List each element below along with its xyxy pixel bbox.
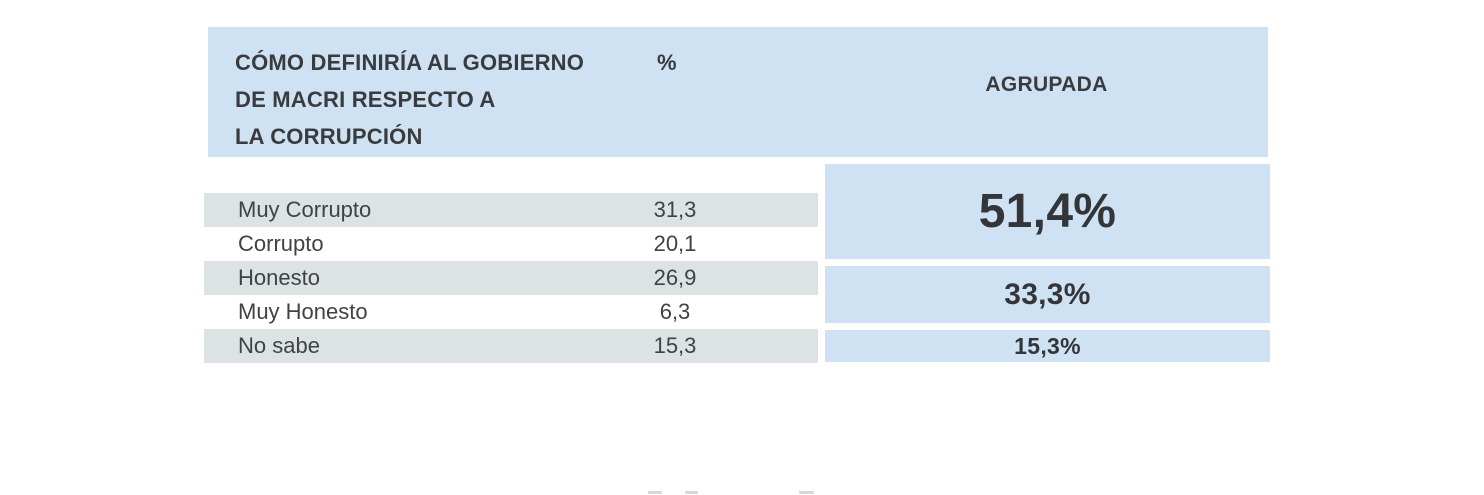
row-value: 6,3 — [659, 299, 691, 324]
cropped-caption-remnant — [648, 491, 662, 494]
table-row: Muy Honesto 6,3 — [204, 295, 818, 329]
table-header-band: CÓMO DEFINIRÍA AL GOBIERNO DE MACRI RESP… — [208, 27, 1268, 157]
cropped-caption-remnant — [685, 491, 698, 494]
row-label: Honesto — [238, 265, 320, 290]
question-line-2: DE MACRI RESPECTO A — [235, 87, 496, 112]
question-line-1: CÓMO DEFINIRÍA AL GOBIERNO — [235, 50, 585, 75]
grouped-value-corrupt: 51,4% — [825, 164, 1270, 259]
row-value: 31,3 — [653, 197, 697, 222]
table-row: Honesto 26,9 — [204, 261, 818, 295]
grouped-column-header: AGRUPADA — [985, 73, 1108, 96]
table-row: Corrupto 20,1 — [204, 227, 818, 261]
question-column-header: CÓMO DEFINIRÍA AL GOBIERNO DE MACRI RESP… — [235, 44, 584, 155]
row-label: Muy Honesto — [238, 299, 368, 324]
row-value: 20,1 — [653, 231, 697, 256]
row-label: Muy Corrupto — [238, 197, 372, 222]
row-label: No sabe — [238, 333, 320, 358]
row-label: Corrupto — [238, 231, 324, 256]
table-row: Muy Corrupto 31,3 — [204, 193, 818, 227]
row-value: 15,3 — [653, 333, 697, 358]
question-line-3: LA CORRUPCIÓN — [235, 124, 423, 149]
percent-column-header: % — [657, 50, 677, 75]
row-value: 26,9 — [653, 265, 697, 290]
grouped-value-honest: 33,3% — [825, 266, 1270, 323]
cropped-caption-remnant — [799, 491, 814, 494]
answers-table: Muy Corrupto 31,3 Corrupto 20,1 Honesto … — [204, 193, 818, 363]
table-row: No sabe 15,3 — [204, 329, 818, 363]
grouped-value-nosabe: 15,3% — [825, 330, 1270, 362]
